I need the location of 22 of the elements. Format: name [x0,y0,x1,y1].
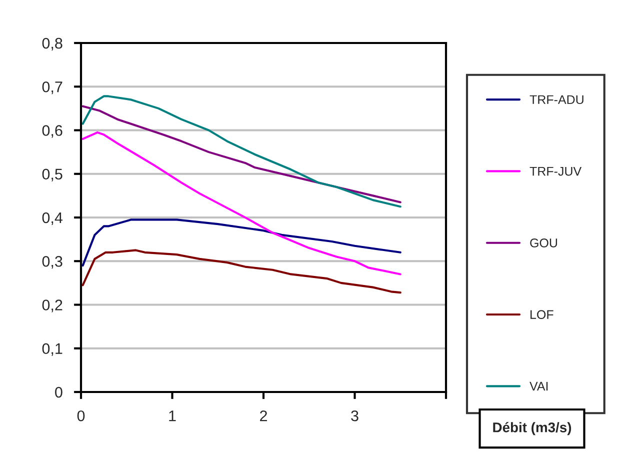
x-tick-label: 3 [351,410,358,422]
y-tick-label: 0,5 [42,168,62,182]
y-tick-label: 0,4 [42,212,62,225]
legend-label: TRF-JUV [530,166,582,176]
x-tick-label: 2 [260,410,267,422]
legend-label: LOF [530,310,554,320]
y-tick-label: 0 [55,386,62,398]
y-tick-label: 0,1 [42,343,62,356]
y-tick-label: 0,3 [42,256,62,269]
x-tick-label: 0 [77,410,85,422]
legend-label: TRF-ADU [530,95,584,104]
y-tick-label: 0,8 [42,38,62,50]
x-tick-label: 1 [169,410,176,422]
y-tick-label: 0,7 [42,81,62,94]
y-tick-label: 0,6 [42,125,62,138]
legend-label: VAI [530,382,548,391]
line-series [82,249,402,294]
legend-label: GOU [530,238,558,248]
y-tick-label: 0,2 [42,300,62,312]
line-series [82,131,402,276]
x-axis-title: Débit (m3/s) [493,422,572,436]
line-series [82,218,402,267]
